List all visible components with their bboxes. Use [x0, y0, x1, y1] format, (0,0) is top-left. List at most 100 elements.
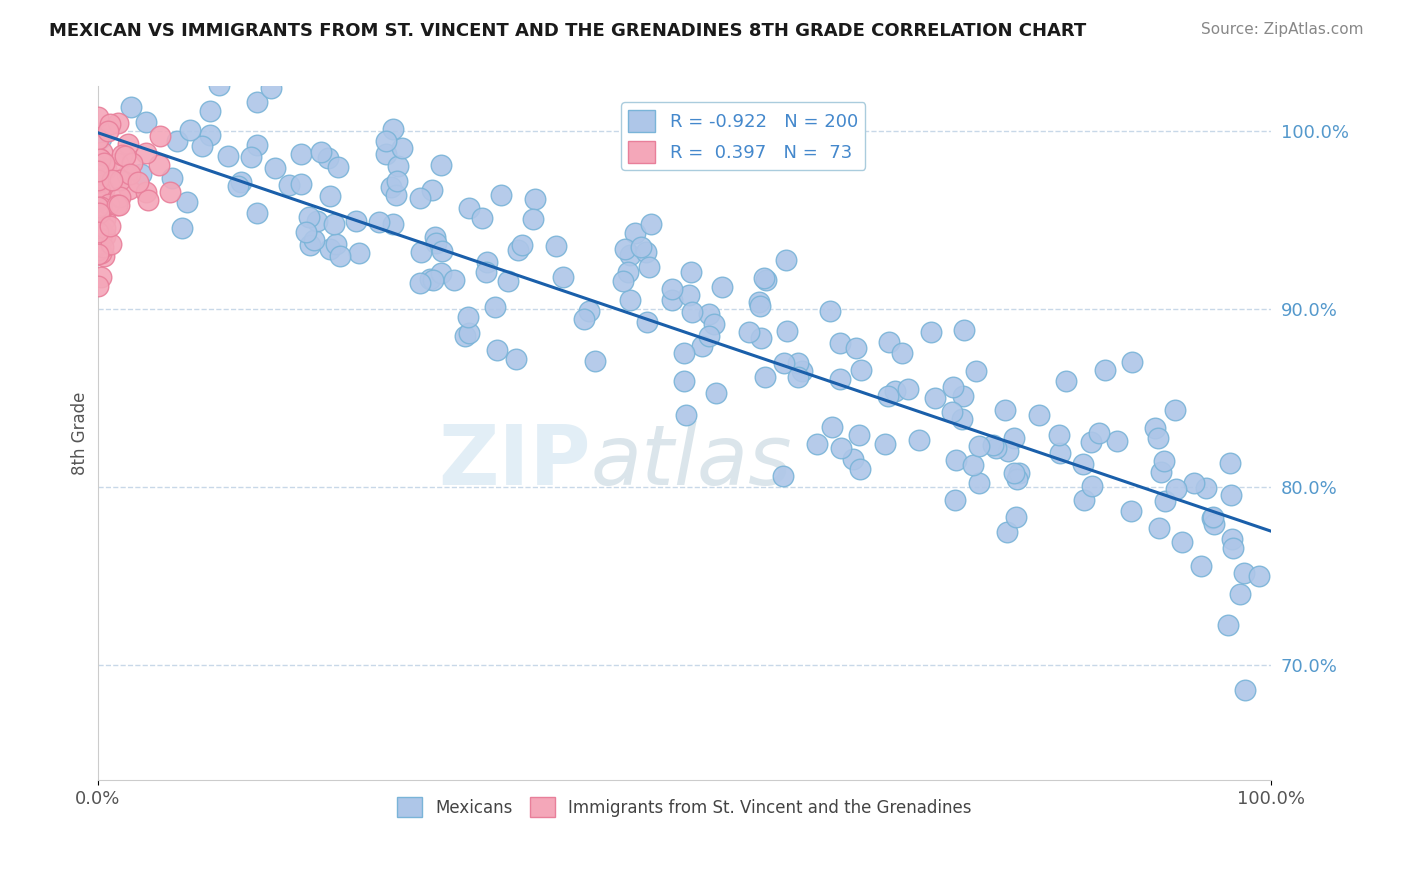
Point	[748, 299, 770, 313]
Point	[755, 273, 778, 287]
Point	[711, 280, 734, 294]
Point	[264, 161, 287, 175]
Point	[107, 155, 129, 169]
Point	[87, 227, 110, 241]
Point	[86, 166, 108, 180]
Point	[322, 218, 344, 232]
Point	[697, 307, 720, 321]
Point	[93, 249, 115, 263]
Point	[93, 228, 115, 243]
Point	[486, 343, 509, 358]
Point	[1144, 421, 1167, 435]
Point	[121, 156, 143, 170]
Point	[506, 243, 529, 257]
Point	[1054, 374, 1077, 388]
Point	[111, 148, 134, 162]
Point	[159, 185, 181, 199]
Point	[86, 203, 108, 218]
Point	[953, 323, 976, 337]
Point	[920, 325, 942, 339]
Point	[1008, 466, 1031, 480]
Point	[1164, 403, 1187, 417]
Point	[619, 248, 641, 262]
Point	[624, 226, 647, 240]
Point	[89, 185, 111, 199]
Point	[100, 237, 122, 252]
Point	[318, 242, 340, 256]
Point	[87, 202, 110, 216]
Point	[457, 310, 479, 325]
Point	[179, 122, 201, 136]
Point	[965, 364, 987, 378]
Point	[1229, 587, 1251, 601]
Point	[87, 223, 110, 237]
Point	[1171, 535, 1194, 549]
Point	[678, 287, 700, 301]
Point	[1220, 533, 1243, 547]
Point	[382, 217, 405, 231]
Point	[319, 188, 342, 202]
Point	[290, 177, 312, 191]
Point	[617, 265, 640, 279]
Point	[93, 183, 115, 197]
Point	[374, 134, 396, 148]
Point	[94, 211, 117, 226]
Point	[786, 356, 808, 370]
Point	[127, 175, 149, 189]
Point	[1233, 682, 1256, 697]
Point	[90, 200, 112, 214]
Point	[820, 420, 842, 434]
Point	[1080, 435, 1102, 450]
Point	[682, 304, 704, 318]
Point	[1202, 517, 1225, 532]
Point	[806, 437, 828, 451]
Point	[522, 211, 544, 226]
Text: atlas: atlas	[591, 421, 792, 501]
Point	[1049, 446, 1071, 460]
Point	[738, 325, 761, 339]
Point	[675, 408, 697, 422]
Point	[170, 221, 193, 235]
Point	[1219, 456, 1241, 470]
Point	[630, 239, 652, 253]
Point	[86, 173, 108, 187]
Point	[849, 462, 872, 476]
Point	[943, 492, 966, 507]
Point	[524, 192, 547, 206]
Point	[776, 324, 799, 338]
Point	[637, 260, 659, 275]
Point	[945, 452, 967, 467]
Point	[749, 331, 772, 345]
Point	[246, 95, 269, 109]
Point	[87, 191, 110, 205]
Point	[429, 266, 451, 280]
Point	[149, 128, 172, 143]
Point	[661, 282, 683, 296]
Point	[962, 458, 984, 472]
Point	[981, 438, 1004, 452]
Point	[94, 221, 117, 235]
Point	[997, 444, 1019, 458]
Point	[994, 403, 1017, 417]
Point	[391, 141, 413, 155]
Point	[87, 180, 110, 194]
Point	[484, 301, 506, 315]
Point	[176, 195, 198, 210]
Point	[1233, 566, 1256, 581]
Point	[89, 152, 111, 166]
Point	[160, 171, 183, 186]
Point	[135, 185, 157, 199]
Point	[748, 294, 770, 309]
Point	[969, 439, 991, 453]
Point	[1081, 479, 1104, 493]
Point	[166, 134, 188, 148]
Point	[114, 149, 136, 163]
Point	[368, 215, 391, 229]
Point	[1073, 493, 1095, 508]
Point	[89, 237, 111, 252]
Point	[786, 370, 808, 384]
Point	[690, 338, 713, 352]
Point	[226, 178, 249, 193]
Point	[841, 452, 863, 467]
Point	[246, 137, 269, 152]
